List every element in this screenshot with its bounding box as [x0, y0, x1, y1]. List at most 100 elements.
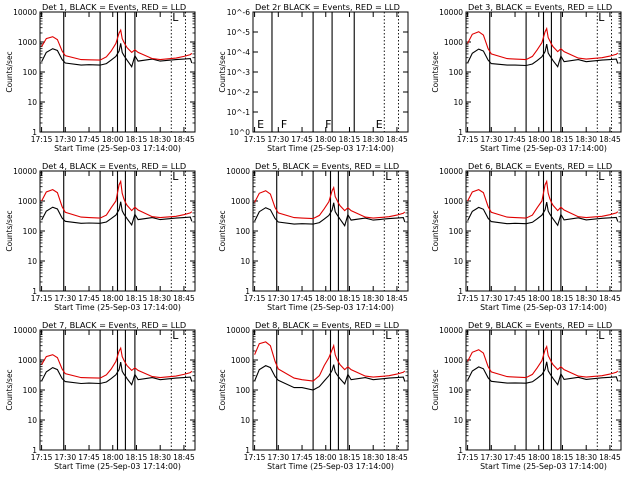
y-tick-label: 10000: [439, 8, 463, 17]
x-tick-label: 18:30: [362, 135, 384, 144]
x-tick-label: 17:30: [480, 135, 502, 144]
x-tick-label: 17:15: [457, 453, 479, 462]
x-tick-label: 17:45: [504, 294, 526, 303]
y-tick-label: 1000: [18, 197, 37, 206]
y-tick-label: 1: [32, 446, 37, 455]
panel-title: Det 9, BLACK = Events, RED = LLD: [468, 320, 612, 330]
y-axis-label: Counts/sec: [5, 210, 14, 251]
detector-panel-7: Det 7, BLACK = Events, RED = LLD 1 10 100 10…: [5, 320, 196, 471]
y-tick-label: 10000: [13, 167, 37, 176]
y-tick-label: 100: [449, 227, 464, 236]
y-tick-label: 10000: [13, 326, 37, 335]
events-series-line: [41, 43, 193, 68]
y-tick-label: 10: [453, 416, 463, 425]
panel-title: Det 3, BLACK = Events, RED = LLD: [468, 2, 612, 12]
marker-letter: L: [598, 329, 605, 342]
detector-panel-9: Det 9, BLACK = Events, RED = LLD 1 10 100 10…: [431, 320, 622, 471]
detector-panel-2: Det 2r BLACK = Events, RED = LLD 10^0 10^-…: [218, 2, 409, 153]
marker-letter: L: [598, 170, 605, 183]
plot-frame: [39, 329, 196, 451]
lld-series-line: [254, 341, 406, 382]
y-tick-label: 10000: [439, 326, 463, 335]
plot-frame: [252, 329, 409, 451]
x-tick-label: 17:30: [480, 294, 502, 303]
y-tick-label: 1: [458, 287, 463, 296]
y-tick-label: 1: [32, 287, 37, 296]
plot-frame: [465, 170, 622, 292]
y-tick-label: 1000: [231, 197, 250, 206]
y-tick-label: 10: [27, 257, 37, 266]
x-tick-label: 18:00: [528, 294, 550, 303]
x-tick-label: 17:45: [504, 453, 526, 462]
detector-panel-5: Det 5, BLACK = Events, RED = LLD 1 10 100 10…: [218, 161, 409, 312]
x-tick-label: 17:45: [291, 294, 313, 303]
lld-series-line: [467, 344, 619, 379]
x-tick-label: 18:45: [386, 294, 408, 303]
y-tick-label: 1000: [444, 38, 463, 47]
x-tick-label: 18:00: [528, 135, 550, 144]
x-axis-label: Start Time (25-Sep-03 17:14:00): [54, 462, 181, 471]
y-tick-label: 1000: [18, 356, 37, 365]
x-tick-label: 18:45: [386, 135, 408, 144]
x-tick-label: 18:00: [102, 453, 124, 462]
lld-series-line: [467, 179, 619, 219]
y-axis-label: Counts/sec: [431, 210, 440, 251]
y-axis-label: Counts/sec: [218, 51, 227, 92]
y-tick-label: 10000: [439, 167, 463, 176]
events-series-line: [467, 201, 619, 227]
panel-title: Det 5, BLACK = Events, RED = LLD: [255, 161, 399, 171]
x-tick-label: 18:15: [126, 135, 148, 144]
lld-series-line: [41, 346, 193, 379]
x-tick-label: 17:15: [31, 135, 53, 144]
x-tick-label: 18:00: [315, 135, 337, 144]
events-series-line: [254, 202, 406, 227]
x-axis-label: Start Time (25-Sep-03 17:14:00): [54, 303, 181, 312]
x-axis-label: Start Time (25-Sep-03 17:14:00): [480, 303, 607, 312]
x-tick-label: 17:45: [504, 135, 526, 144]
y-tick-label: 1000: [444, 356, 463, 365]
lld-series-line: [41, 179, 193, 219]
x-tick-label: 18:45: [173, 135, 195, 144]
x-axis-label: Start Time (25-Sep-03 17:14:00): [267, 303, 394, 312]
y-tick-label: 100: [23, 68, 38, 77]
events-series-line: [467, 43, 619, 68]
plot-frame: [465, 329, 622, 451]
y-tick-label: 1000: [444, 197, 463, 206]
x-tick-label: 18:45: [599, 294, 621, 303]
y-axis-label: Counts/sec: [218, 210, 227, 251]
x-tick-label: 18:15: [552, 294, 574, 303]
events-series-line: [467, 361, 619, 386]
x-tick-label: 18:15: [339, 294, 361, 303]
x-tick-label: 17:30: [480, 453, 502, 462]
x-tick-label: 17:15: [244, 294, 266, 303]
y-axis-label: Counts/sec: [218, 369, 227, 410]
y-tick-label: 10: [240, 257, 250, 266]
x-tick-label: 18:00: [528, 453, 550, 462]
x-tick-label: 17:15: [244, 453, 266, 462]
x-tick-label: 17:45: [78, 135, 100, 144]
y-tick-label: 1: [458, 128, 463, 137]
x-tick-label: 18:45: [173, 453, 195, 462]
plot-frame: [252, 11, 409, 133]
detector-panel-6: Det 6, BLACK = Events, RED = LLD 1 10 100 10…: [431, 161, 622, 312]
x-tick-label: 18:30: [362, 294, 384, 303]
plot-frame: [39, 11, 196, 133]
panel-title: Det 2r BLACK = Events, RED = LLD: [255, 2, 400, 12]
x-tick-label: 18:30: [149, 453, 171, 462]
y-tick-label: 10^0: [229, 128, 250, 137]
y-tick-label: 10^-4: [227, 48, 251, 57]
panel-title: Det 1, BLACK = Events, RED = LLD: [42, 2, 186, 12]
marker-letter: F: [281, 118, 287, 131]
x-tick-label: 18:00: [315, 294, 337, 303]
y-tick-label: 1000: [231, 356, 250, 365]
marker-letter: E: [257, 118, 264, 131]
x-tick-label: 17:15: [457, 135, 479, 144]
x-tick-label: 18:15: [552, 453, 574, 462]
marker-letter: L: [598, 11, 605, 24]
y-tick-label: 100: [449, 68, 464, 77]
x-tick-label: 18:15: [339, 135, 361, 144]
y-tick-label: 1000: [18, 38, 37, 47]
events-series-line: [41, 361, 193, 386]
panel-title: Det 7, BLACK = Events, RED = LLD: [42, 320, 186, 330]
